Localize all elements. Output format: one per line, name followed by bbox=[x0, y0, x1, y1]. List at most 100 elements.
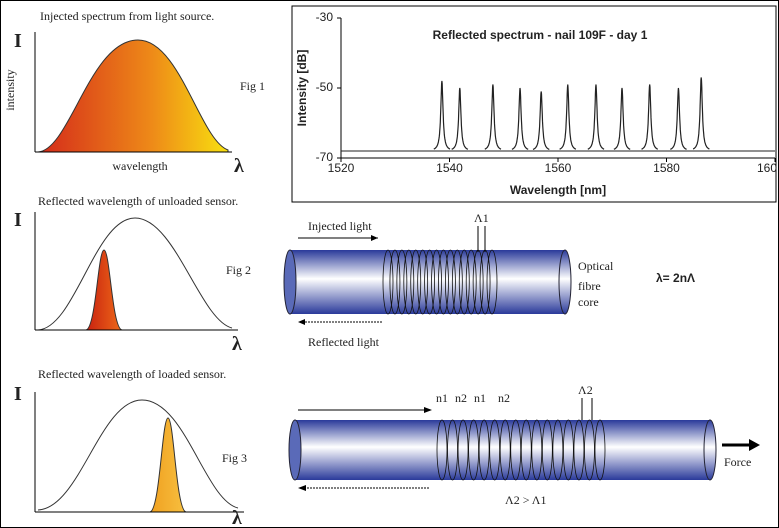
grating-line bbox=[431, 249, 442, 315]
core-label: core bbox=[578, 295, 599, 309]
grating-line bbox=[541, 419, 553, 481]
x-label: wavelength bbox=[112, 159, 167, 173]
figure-1: Injected spectrum from light source. I i… bbox=[3, 9, 265, 177]
grating-line bbox=[499, 419, 511, 481]
spectrum-peak bbox=[433, 80, 451, 150]
y-tick-label: -70 bbox=[316, 150, 334, 164]
grating-line bbox=[563, 419, 574, 481]
axis-letter: I bbox=[14, 383, 22, 405]
grating-line bbox=[438, 249, 449, 315]
fig-label: Fig 2 bbox=[226, 263, 251, 277]
arrow-head bbox=[298, 485, 306, 491]
title: Injected spectrum from light source. bbox=[40, 9, 214, 23]
grating-line bbox=[457, 419, 469, 481]
x-tick-label: 1520 bbox=[328, 161, 355, 175]
title: Reflected wavelength of unloaded sensor. bbox=[38, 194, 238, 208]
grating-line bbox=[510, 419, 522, 481]
grating-line bbox=[489, 419, 501, 481]
spectrum-peak bbox=[484, 84, 502, 150]
axis-letter: λ bbox=[234, 155, 244, 177]
grating-line bbox=[403, 249, 415, 315]
reflected-peak bbox=[149, 417, 187, 513]
x-tick-label: 1540 bbox=[436, 161, 463, 175]
formula: λ= 2nΛ bbox=[656, 271, 695, 285]
spectrum-peak bbox=[532, 91, 550, 150]
grating-line bbox=[531, 419, 543, 481]
x-label: Wavelength [nm] bbox=[510, 183, 606, 197]
spectrum-peak bbox=[692, 77, 710, 150]
fig-label: Fig 1 bbox=[240, 79, 265, 93]
grating-line bbox=[396, 249, 408, 315]
spectrum-peak bbox=[670, 87, 687, 150]
grating-line bbox=[520, 419, 532, 481]
force-label: Force bbox=[724, 455, 751, 469]
index-label: n1 bbox=[436, 391, 448, 405]
grating-line bbox=[573, 419, 585, 481]
grating-line bbox=[447, 419, 458, 481]
x-tick-label: 1560 bbox=[545, 161, 572, 175]
grating-line bbox=[478, 419, 490, 481]
grating-line bbox=[436, 419, 448, 481]
grating-line bbox=[594, 419, 606, 481]
period-label: Λ1 bbox=[474, 211, 489, 225]
axis-letter: I bbox=[14, 209, 22, 231]
fibre-end bbox=[703, 419, 717, 481]
spectrum-peak bbox=[587, 84, 605, 150]
grating-line bbox=[584, 419, 595, 481]
chart-frame bbox=[291, 5, 777, 203]
period-label: Λ2 bbox=[578, 383, 593, 397]
fibre bbox=[295, 420, 710, 480]
grating-line bbox=[468, 419, 480, 481]
grating-line bbox=[424, 249, 436, 315]
relation-label: Λ2 > Λ1 bbox=[505, 493, 547, 507]
fig-label: Fig 3 bbox=[222, 451, 247, 465]
y-tick-label: -50 bbox=[316, 80, 334, 94]
grating-line bbox=[552, 419, 564, 481]
fibre-end bbox=[283, 249, 297, 315]
injected-label: Injected light bbox=[308, 219, 372, 233]
title: Reflected wavelength of loaded sensor. bbox=[38, 367, 226, 381]
fibre-end bbox=[558, 249, 572, 315]
x-tick-label: 1580 bbox=[653, 161, 680, 175]
reflected-label: Reflected light bbox=[308, 335, 380, 349]
arrow-head bbox=[371, 235, 378, 241]
arrow-head bbox=[298, 319, 305, 325]
grating-line bbox=[389, 249, 401, 315]
grating-line bbox=[451, 249, 463, 315]
arrow-head bbox=[424, 407, 432, 413]
y-label: Intensity [dB] bbox=[295, 50, 309, 127]
spectrum-peak bbox=[559, 84, 577, 150]
y-tick-label: -30 bbox=[316, 10, 334, 24]
figure-2: Reflected wavelength of unloaded sensor.… bbox=[14, 194, 695, 355]
axis-letter: I bbox=[14, 30, 22, 52]
grating bbox=[436, 419, 606, 481]
grating-line bbox=[382, 249, 394, 315]
grating-line bbox=[458, 249, 470, 315]
index-label: n1 bbox=[474, 391, 486, 405]
fibre-end bbox=[288, 419, 302, 481]
spectrum-curve bbox=[37, 217, 233, 331]
arrow-head bbox=[749, 439, 760, 451]
spectrum-peak bbox=[613, 87, 631, 150]
core-label: fibre bbox=[578, 279, 601, 293]
y-label: intensity bbox=[3, 69, 17, 110]
reflected-peak bbox=[85, 249, 123, 331]
core-label: Optical bbox=[578, 259, 614, 273]
spectrum-curve bbox=[37, 39, 229, 153]
grating-line bbox=[417, 249, 429, 315]
grating-line bbox=[465, 249, 477, 315]
spectrum-chart: Reflected spectrum - nail 109F - day 1 I… bbox=[291, 5, 777, 203]
axis-letter: λ bbox=[232, 333, 242, 355]
spectrum-peak bbox=[641, 84, 658, 150]
x-tick-label: 160 bbox=[757, 161, 777, 175]
chart-title: Reflected spectrum - nail 109F - day 1 bbox=[433, 28, 648, 42]
axis-letter: λ bbox=[232, 507, 242, 528]
grating bbox=[382, 249, 498, 315]
spectrum-curve bbox=[37, 399, 239, 511]
grating-line bbox=[410, 249, 422, 315]
grating-line bbox=[486, 249, 498, 315]
grating-line bbox=[444, 249, 456, 315]
index-label: n2 bbox=[498, 391, 510, 405]
figure-3: Reflected wavelength of loaded sensor. I… bbox=[14, 367, 760, 528]
